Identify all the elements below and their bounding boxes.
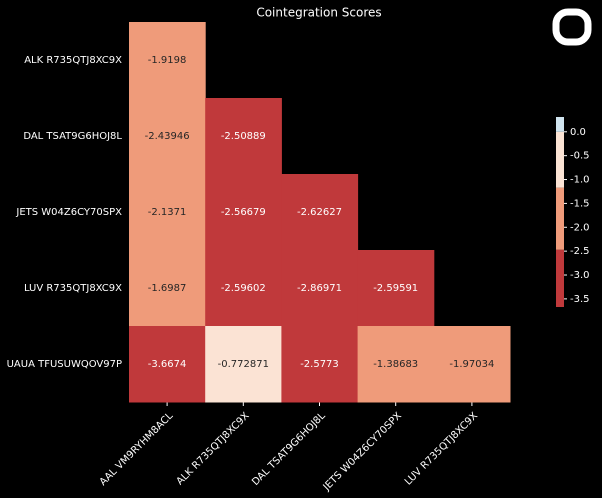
colorbar-tick-label: -0.5 [570, 151, 590, 162]
heatmap-cell [205, 98, 282, 175]
cell-label: -2.59591 [373, 283, 418, 294]
logo [552, 8, 592, 46]
colorbar-tick-label: -3.0 [570, 270, 590, 281]
cell-label: -1.6987 [148, 283, 187, 294]
y-tick-label: UAUA TFUSUWQOV97P [7, 359, 122, 370]
heatmap-cell [205, 250, 282, 327]
colorbar-tick-label: 0.0 [570, 127, 586, 138]
cell-label: -2.5773 [300, 359, 339, 370]
y-tick-label: DAL TSAT9G6HOJ8L [23, 131, 122, 142]
cell-label: -0.772871 [218, 359, 269, 370]
x-tick-label: DAL TSAT9G6HOJ8L [250, 410, 328, 488]
cell-label: -3.6674 [148, 359, 187, 370]
x-tick-label: JETS W04Z6CY70SPX [321, 410, 404, 493]
heatmap-cell [129, 174, 206, 251]
y-tick-label: JETS W04Z6CY70SPX [15, 207, 122, 218]
x-tick-label: LUV R735QTJ8XC9X [403, 410, 480, 487]
heatmap-cell [433, 326, 511, 403]
chart-title: Cointegration Scores [256, 6, 381, 20]
heatmap-cell [281, 326, 359, 403]
colorbar-tick-label: -2.5 [570, 246, 590, 257]
y-tick-label: ALK R735QTJ8XC9X [24, 55, 122, 66]
heatmap-cell [129, 98, 206, 175]
heatmap-cell [129, 250, 206, 327]
colorbar-tick-label: -1.0 [570, 175, 590, 186]
x-tick-label: ALK R735QTJ8XC9X [175, 410, 252, 487]
cell-label: -2.56679 [221, 207, 266, 218]
heatmap-cell [281, 250, 359, 327]
colorbar-tick-label: -2.0 [570, 222, 590, 233]
colorbar-segment [556, 187, 564, 250]
cell-label: -1.97034 [449, 359, 494, 370]
cell-label: -2.50889 [221, 131, 266, 142]
y-tick-label: LUV R735QTJ8XC9X [24, 283, 122, 294]
colorbar-segment [556, 117, 564, 132]
cell-label: -1.38683 [373, 359, 418, 370]
cell-label: -2.59602 [221, 283, 266, 294]
cell-label: -1.9198 [148, 55, 187, 66]
colorbar-tick-label: -1.5 [570, 198, 590, 209]
heatmap-cell [205, 326, 282, 403]
x-tick-label: AAL VM9RYHM8ACL [98, 410, 176, 488]
colorbar-segment [556, 249, 564, 307]
cell-label: -2.43946 [145, 131, 190, 142]
heatmap-cell [129, 22, 206, 99]
heatmap-cell [357, 326, 435, 403]
heatmap-cell [205, 174, 282, 251]
cell-label: -2.1371 [148, 207, 187, 218]
heatmap-cell [357, 250, 435, 327]
heatmap-cell [129, 326, 206, 403]
cell-label: -2.62627 [297, 207, 342, 218]
heatmap-cell [281, 174, 359, 251]
colorbar-tick-label: -3.5 [570, 294, 590, 305]
cell-label: -2.86971 [297, 283, 342, 294]
colorbar-segment [556, 131, 564, 188]
